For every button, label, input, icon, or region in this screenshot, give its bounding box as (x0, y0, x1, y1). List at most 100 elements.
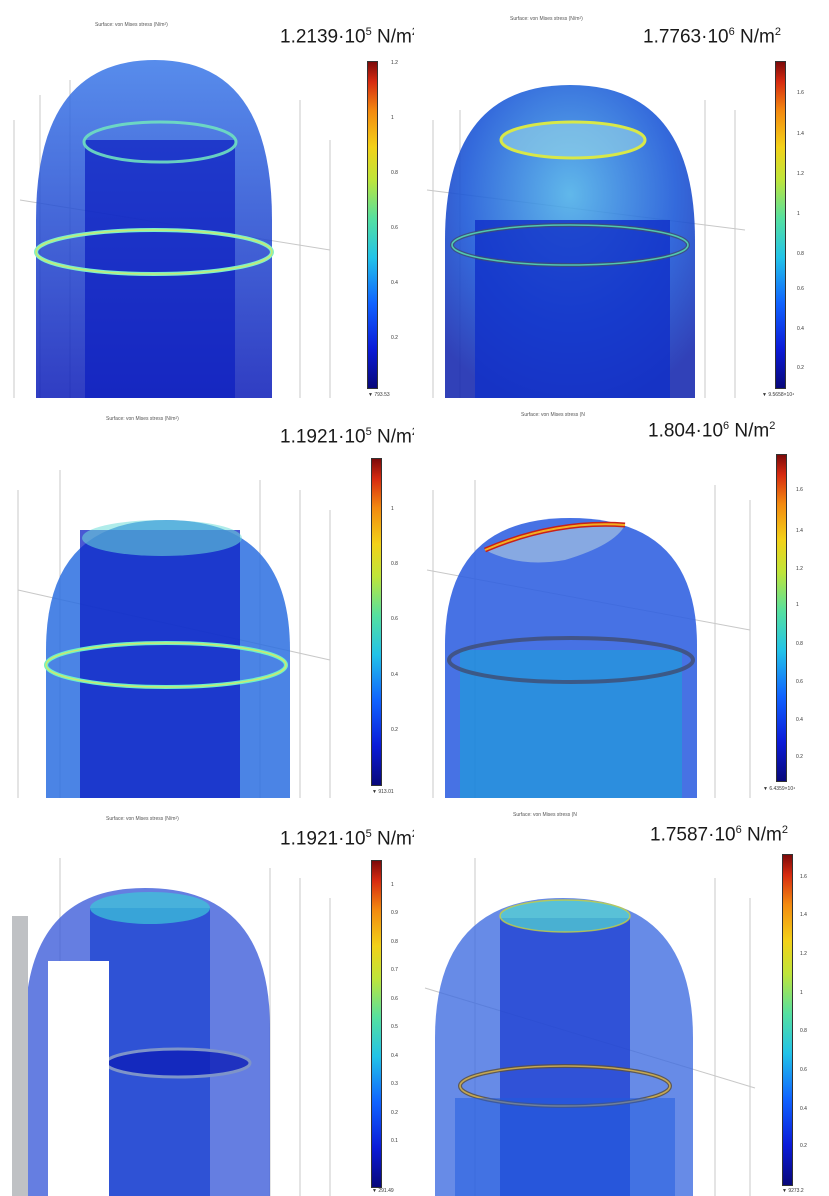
max-mantissa: 1.1921·10 (280, 426, 366, 448)
colorbar (371, 458, 382, 786)
colorbar-tick: 0.6 (391, 996, 398, 1002)
colorbar (367, 61, 378, 389)
occluding-white-block (48, 961, 109, 1196)
max-mantissa: 1.804·10 (648, 420, 724, 442)
colorbar-min-label: ▼ 913.01 (372, 789, 394, 795)
unit-exponent: 2 (412, 828, 414, 840)
plot-title: Surface: von Mises stress (N/m²) (95, 22, 168, 28)
stress-panel-6: Surface: von Mises stress (N 1.7587·106 … (415, 798, 829, 1196)
colorbar-tick: 0.2 (796, 754, 803, 760)
unit-exponent: 2 (781, 824, 788, 836)
colorbar-tick: 0.4 (797, 326, 804, 332)
colorbar-tick: 0.4 (391, 1053, 398, 1059)
stress-plot-6 (424, 858, 756, 1196)
colorbar-tick: 0.2 (391, 1110, 398, 1116)
stress-panel-2: Surface: von Mises stress (N/m²) 1.7763·… (415, 0, 829, 398)
colorbar-tick: 0.6 (391, 616, 398, 622)
max-stress-label: 1.1921·105 N/m2 (280, 828, 414, 850)
colorbar-tick: 0.6 (796, 679, 803, 685)
max-mantissa: 1.2139·10 (280, 26, 366, 48)
colorbar-tick: 0.8 (797, 251, 804, 257)
colorbar-tick: 1 (800, 990, 803, 996)
max-exponent: 5 (365, 828, 372, 840)
plot-title: Surface: von Mises stress (N (521, 412, 585, 418)
unit-exponent: 2 (774, 26, 781, 38)
max-exponent: 5 (365, 426, 372, 438)
colorbar (775, 61, 786, 389)
colorbar-tick: 0.2 (391, 727, 398, 733)
unit: N/m (376, 828, 412, 850)
unit: N/m (734, 420, 770, 442)
colorbar-tick: 0.6 (797, 286, 804, 292)
colorbar (776, 454, 787, 782)
colorbar-tick: 0.7 (391, 967, 398, 973)
unit-exponent: 2 (769, 420, 776, 432)
unit: N/m (376, 26, 412, 48)
colorbar-tick: 1.6 (800, 874, 807, 880)
stress-panel-3: Surface: von Mises stress (N/m²) 1.1921·… (0, 400, 414, 798)
stress-plot-2 (426, 85, 746, 398)
stress-panel-5: Surface: von Mises stress (N/m²) 1.1921·… (0, 798, 414, 1196)
colorbar-min-label: ▼ 291.49 (372, 1188, 394, 1194)
colorbar-min-label: ▼ 6.4359×10⁴ (763, 786, 796, 792)
stress-plot-3 (17, 470, 331, 798)
max-stress-label: 1.1921·105 N/m2 (280, 426, 414, 448)
plot-title: Surface: von Mises stress (N (513, 812, 577, 818)
colorbar (371, 860, 382, 1188)
stress-panel-1: Surface: von Mises stress (N/m²) 1.2139·… (0, 0, 414, 398)
max-stress-label: 1.7587·106 N/m2 (650, 824, 788, 846)
colorbar-tick: 0.4 (800, 1106, 807, 1112)
colorbar-tick: 0.8 (391, 939, 398, 945)
plot-title: Surface: von Mises stress (N/m²) (106, 416, 179, 422)
stress-panel-4: Surface: von Mises stress (N 1.804·106 N… (415, 400, 829, 798)
plot-title: Surface: von Mises stress (N/m²) (106, 816, 179, 822)
max-stress-label: 1.7763·106 N/m2 (643, 26, 781, 48)
unit: N/m (739, 26, 775, 48)
colorbar-tick: 1.6 (797, 90, 804, 96)
colorbar-tick: 0.5 (391, 1024, 398, 1030)
max-exponent: 6 (723, 420, 730, 432)
colorbar-tick: 1.4 (797, 131, 804, 137)
plot-title: Surface: von Mises stress (N/m²) (510, 16, 583, 22)
unit-exponent: 2 (412, 26, 414, 38)
colorbar-tick: 0.6 (391, 225, 398, 231)
max-stress-label: 1.804·106 N/m2 (648, 420, 775, 442)
colorbar-tick: 1 (391, 506, 394, 512)
colorbar-tick: 1.2 (800, 951, 807, 957)
max-stress-label: 1.2139·105 N/m2 (280, 26, 414, 48)
colorbar-tick: 1.2 (391, 60, 398, 66)
colorbar-tick: 0.6 (800, 1067, 807, 1073)
colorbar-tick: 0.8 (391, 170, 398, 176)
unit: N/m (746, 824, 782, 846)
colorbar-tick: 1 (391, 115, 394, 121)
colorbar-tick: 0.8 (800, 1028, 807, 1034)
colorbar-tick: 1.2 (797, 171, 804, 177)
occluding-gray-block (12, 916, 28, 1196)
colorbar-tick: 1.6 (796, 487, 803, 493)
colorbar-tick: 0.1 (391, 1138, 398, 1144)
colorbar-min-label: ▼ 793.53 (368, 392, 390, 398)
colorbar-tick: 0.2 (800, 1143, 807, 1149)
unit: N/m (376, 426, 412, 448)
max-exponent: 5 (365, 26, 372, 38)
colorbar-tick: 0.8 (796, 641, 803, 647)
colorbar-tick: 1.4 (796, 528, 803, 534)
max-exponent: 6 (728, 26, 735, 38)
colorbar-tick: 1.2 (796, 566, 803, 572)
max-mantissa: 1.7763·10 (643, 26, 729, 48)
unit-exponent: 2 (412, 426, 414, 438)
colorbar-tick: 0.4 (391, 672, 398, 678)
colorbar-min-label: ▼ 9.5658×10⁴ (762, 392, 795, 398)
colorbar-tick: 0.2 (391, 335, 398, 341)
stress-plot-1 (13, 60, 331, 398)
colorbar-tick: 1.4 (800, 912, 807, 918)
colorbar-tick: 0.4 (391, 280, 398, 286)
max-mantissa: 1.1921·10 (280, 828, 366, 850)
colorbar-tick: 1 (796, 602, 799, 608)
stress-plot-4 (426, 480, 751, 798)
colorbar-tick: 0.9 (391, 910, 398, 916)
colorbar-tick: 0.8 (391, 561, 398, 567)
colorbar-tick: 0.3 (391, 1081, 398, 1087)
colorbar-min-label: ▼ 9273.2 (782, 1188, 804, 1194)
